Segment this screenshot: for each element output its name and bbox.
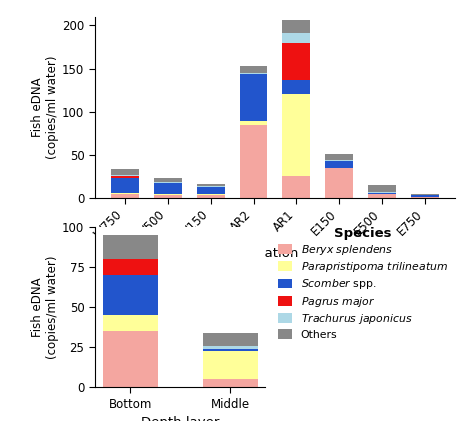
Bar	[102, 235, 157, 259]
Bar	[283, 43, 310, 80]
Bar	[102, 331, 157, 387]
Bar	[154, 183, 182, 195]
Bar	[197, 186, 225, 187]
Bar	[197, 195, 225, 198]
Bar	[111, 193, 139, 194]
X-axis label: Depth layer: Depth layer	[141, 416, 219, 421]
Bar	[203, 379, 258, 387]
Bar	[368, 195, 396, 198]
X-axis label: Station: Station	[251, 247, 299, 260]
Bar	[368, 193, 396, 195]
Bar	[325, 161, 353, 168]
Bar	[111, 178, 139, 193]
Bar	[325, 160, 353, 161]
Bar	[111, 169, 139, 176]
Bar	[239, 125, 267, 198]
Bar	[203, 346, 258, 349]
Bar	[325, 154, 353, 160]
Legend: $\it{Beryx}$ $\it{splendens}$, $\it{Parapristipoma}$ $\it{trilineatum}$, $\it{Sc: $\it{Beryx}$ $\it{splendens}$, $\it{Para…	[275, 224, 450, 342]
Bar	[154, 195, 182, 198]
Bar	[411, 197, 438, 198]
Bar	[283, 20, 310, 33]
Bar	[111, 176, 139, 178]
Bar	[197, 184, 225, 186]
Bar	[239, 73, 267, 74]
Bar	[197, 187, 225, 195]
Bar	[368, 185, 396, 192]
Bar	[203, 333, 258, 346]
Bar	[203, 349, 258, 351]
Bar	[102, 315, 157, 331]
Y-axis label: Fish eDNA
(copies/ml water): Fish eDNA (copies/ml water)	[31, 256, 59, 359]
Bar	[111, 194, 139, 198]
Y-axis label: Fish eDNA
(copies/ml water): Fish eDNA (copies/ml water)	[31, 56, 59, 159]
Bar	[239, 121, 267, 125]
Bar	[239, 66, 267, 73]
Bar	[203, 351, 258, 379]
Bar	[283, 33, 310, 43]
Bar	[411, 195, 438, 197]
Bar	[102, 259, 157, 275]
Bar	[325, 168, 353, 198]
Bar	[154, 182, 182, 183]
Bar	[239, 74, 267, 121]
Bar	[154, 178, 182, 182]
Bar	[102, 275, 157, 315]
Bar	[368, 192, 396, 193]
Bar	[283, 80, 310, 94]
Bar	[283, 176, 310, 198]
Bar	[283, 94, 310, 176]
